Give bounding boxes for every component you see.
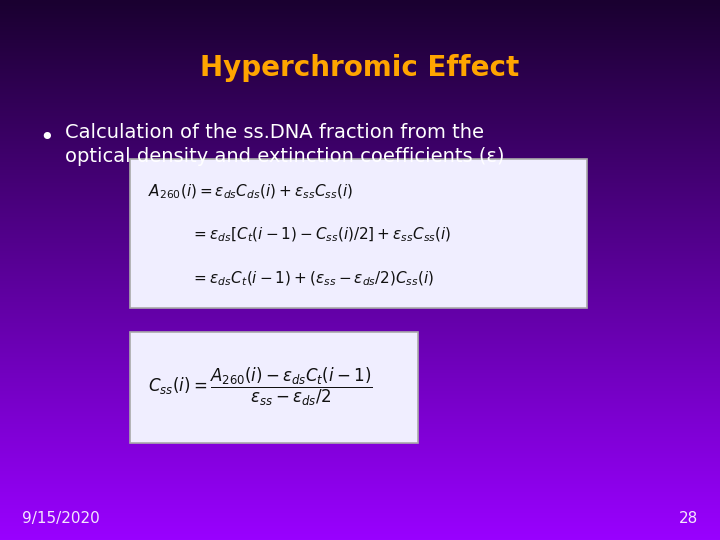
Text: •: • xyxy=(40,126,54,150)
Text: $A_{260}(i) = \varepsilon_{ds}C_{ds}(i) + \varepsilon_{ss}C_{ss}(i)$: $A_{260}(i) = \varepsilon_{ds}C_{ds}(i) … xyxy=(148,183,353,201)
FancyBboxPatch shape xyxy=(130,159,587,308)
Text: $C_{ss}(i) = \dfrac{A_{260}(i) - \varepsilon_{ds}C_t(i-1)}{\varepsilon_{ss} - \v: $C_{ss}(i) = \dfrac{A_{260}(i) - \vareps… xyxy=(148,366,372,408)
Text: Hyperchromic Effect: Hyperchromic Effect xyxy=(200,53,520,82)
Text: Calculation of the ss.DNA fraction from the: Calculation of the ss.DNA fraction from … xyxy=(65,123,484,142)
Text: $= \varepsilon_{ds}C_t(i-1) + (\varepsilon_{ss} - \varepsilon_{ds}/2)C_{ss}(i)$: $= \varepsilon_{ds}C_t(i-1) + (\varepsil… xyxy=(191,270,434,288)
FancyBboxPatch shape xyxy=(130,332,418,443)
Text: 9/15/2020: 9/15/2020 xyxy=(22,511,99,526)
Text: optical density and extinction coefficients (ε): optical density and extinction coefficie… xyxy=(65,147,504,166)
Text: 28: 28 xyxy=(679,511,698,526)
Text: $= \varepsilon_{ds}[C_t(i-1) - C_{ss}(i)/2] + \varepsilon_{ss}C_{ss}(i)$: $= \varepsilon_{ds}[C_t(i-1) - C_{ss}(i)… xyxy=(191,226,451,244)
